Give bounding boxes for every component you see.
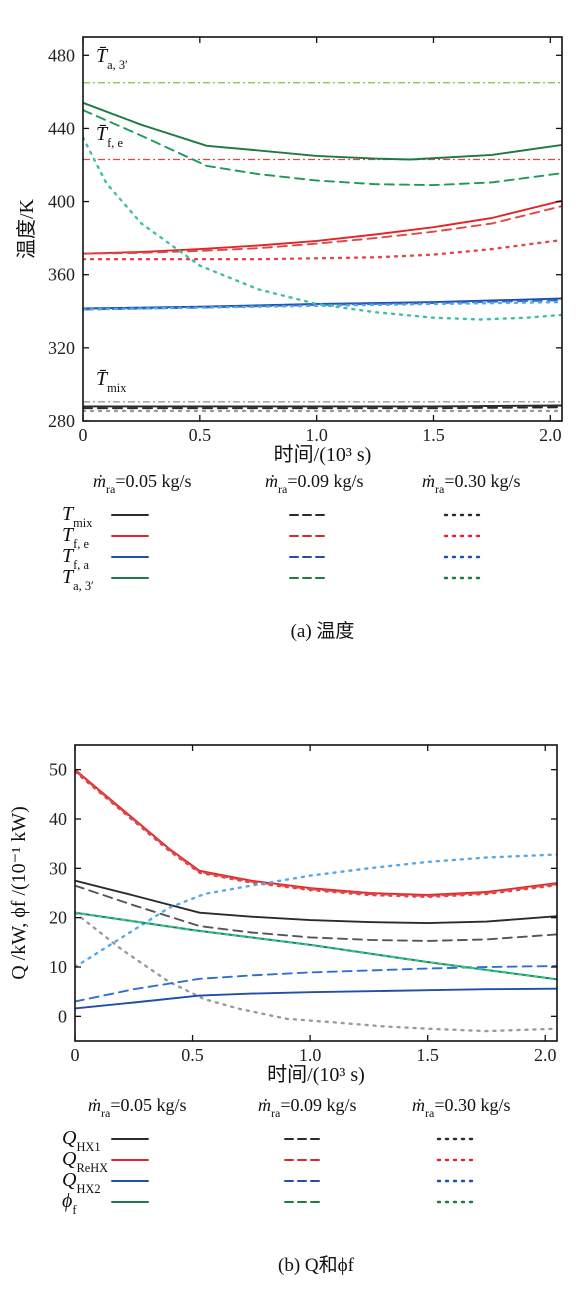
series-line-11 (75, 911, 557, 981)
series-line-10 (83, 109, 562, 187)
chart-panel-b: 0 0.5 1.0 1.5 2.0 0 10 20 30 40 50 时间/(10³ s) Q /kW,… (8, 744, 558, 1276)
plot-frame (74, 744, 558, 1042)
legend-row-label: Tmix (62, 503, 93, 530)
x-tick-label: 1.5 (416, 1045, 439, 1065)
x-tick-label: 0 (79, 425, 88, 445)
y-tick-label: 360 (48, 265, 75, 285)
series-line-1 (75, 884, 557, 942)
legend: ṁra=0.05 kg/s ṁra=0.09 kg/s ṁra=0.30 kg/s Q… (62, 1095, 511, 1217)
legend-column-header: ṁra=0.09 kg/s (265, 471, 364, 496)
legend-row-label: Ta, 3′ (62, 566, 94, 593)
series-line-11 (83, 136, 562, 321)
series-line-9 (83, 101, 562, 161)
series-line-6 (75, 987, 557, 1010)
x-tick-label: 1.0 (305, 425, 328, 445)
y-tick-label: 480 (48, 45, 75, 65)
series-line-5 (75, 770, 557, 899)
y-tick-label: 0 (58, 1006, 67, 1026)
x-tick-label: 2.0 (539, 425, 562, 445)
series-group (75, 768, 557, 1033)
legend-column-header: ṁra=0.30 kg/s (412, 1095, 511, 1120)
series-group (83, 101, 562, 413)
legend-column-header: ṁra=0.09 kg/s (258, 1095, 357, 1120)
y-tick-label: 40 (49, 809, 67, 829)
x-axis-label: 时间/(10³ s) (267, 1063, 365, 1086)
x-tick-label: 0 (71, 1045, 80, 1065)
legend-row-label: QHX2 (62, 1169, 101, 1196)
y-axis-label: Q /kW, ϕf /(10⁻¹ kW) (8, 806, 30, 980)
series-line-4 (83, 205, 562, 255)
legend: ṁra=0.05 kg/s ṁra=0.09 kg/s ṁra=0.30 kg/s T… (62, 471, 521, 593)
series-line-8 (75, 853, 557, 969)
panel-caption: (a) 温度 (291, 620, 355, 642)
x-tick-label: 0.5 (189, 425, 212, 445)
series-line-3 (83, 199, 562, 255)
x-tick-label: 1.0 (299, 1045, 322, 1065)
chart-panel-a: 0 0.5 1.0 1.5 2.0 280 320 360 400 440 480 时间/(10³ s… (15, 36, 563, 642)
series-line-2 (75, 911, 557, 1033)
y-tick-label: 10 (49, 957, 67, 977)
y-tick-label: 30 (49, 858, 67, 878)
reference-label-0: T̄a, 3′ (96, 45, 128, 72)
reference-label-1: T̄f, e (96, 123, 123, 150)
y-tick-label: 320 (48, 338, 75, 358)
x-tick-label: 2.0 (534, 1045, 557, 1065)
x-tick-label: 0.5 (181, 1045, 204, 1065)
legend-column-header: ṁra=0.05 kg/s (88, 1095, 187, 1120)
y-axis-label: 温度/K (15, 198, 38, 259)
legend-row-label: QReHX (62, 1148, 108, 1175)
y-tick-label: 50 (49, 760, 67, 780)
series-line-5 (83, 238, 562, 261)
legend-column-header: ṁra=0.30 kg/s (422, 471, 521, 496)
legend-row-label: QHX1 (62, 1127, 101, 1154)
y-tick-label: 20 (49, 908, 67, 928)
plot-frame (82, 36, 563, 422)
series-line-0 (75, 879, 557, 925)
x-axis-label: 时间/(10³ s) (274, 443, 372, 466)
reference-label-2: T̄mix (96, 368, 127, 395)
legend-column-header: ṁra=0.05 kg/s (93, 471, 192, 496)
series-line-8 (83, 300, 562, 311)
y-tick-label: 440 (48, 118, 75, 138)
legend-row-label: ϕf (62, 1190, 77, 1217)
legend-row-label: Tf, e (62, 524, 89, 551)
y-tick-label: 400 (48, 192, 75, 212)
series-line-7 (75, 965, 557, 1003)
panel-caption: (b) Q和ϕf (278, 1254, 355, 1276)
series-line-1 (83, 406, 562, 410)
series-line-0 (83, 404, 562, 408)
legend-row-label: Tf, a (62, 545, 89, 572)
x-tick-label: 1.5 (422, 425, 445, 445)
y-tick-label: 280 (48, 411, 75, 431)
